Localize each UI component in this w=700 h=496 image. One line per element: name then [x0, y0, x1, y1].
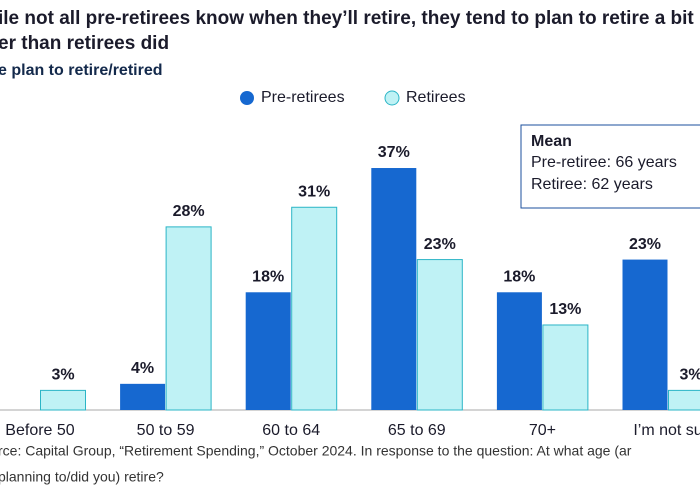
chart-title: er than retirees did	[0, 33, 169, 54]
legend-label: Pre-retirees	[261, 89, 345, 106]
bar	[496, 292, 542, 410]
source: rce: Capital Group, “Retirement Spending…	[0, 443, 632, 459]
annotation-box	[520, 124, 700, 209]
annotation-line: Pre-retiree: 66 years	[531, 154, 677, 171]
data-label: 18%	[503, 268, 535, 285]
bar	[622, 259, 668, 410]
annotation-line: Retiree: 62 years	[531, 176, 653, 193]
x-tick-label: I’m not su	[633, 422, 700, 439]
x-tick-label: Before 50	[5, 422, 74, 439]
data-label: 23%	[629, 236, 661, 253]
data-label: 3%	[51, 367, 74, 384]
bar	[668, 389, 700, 411]
bar	[291, 206, 338, 411]
legend-label: Retirees	[406, 89, 466, 106]
data-label: 18%	[252, 268, 284, 285]
data-label: 28%	[173, 203, 205, 220]
bar	[40, 389, 86, 411]
data-label: 4%	[131, 360, 154, 377]
bar	[165, 226, 212, 411]
data-label: 13%	[549, 301, 581, 318]
bar	[245, 292, 291, 410]
data-label: 37%	[378, 144, 410, 161]
data-label: 31%	[298, 183, 330, 200]
legend-swatch	[384, 90, 400, 106]
data-label: 23%	[424, 236, 456, 253]
bar	[371, 168, 417, 410]
legend-swatch	[240, 91, 254, 105]
source: planning to/did you) retire?	[0, 469, 164, 485]
x-tick-label: 50 to 59	[137, 422, 195, 439]
bar	[542, 324, 589, 411]
bar	[416, 259, 463, 411]
chart-subtitle: e plan to retire/retired	[0, 62, 163, 79]
x-tick-label: 65 to 69	[388, 422, 446, 439]
data-label: 3%	[679, 367, 700, 384]
annotation-heading: Mean	[531, 133, 572, 150]
x-tick-label: 70+	[529, 422, 556, 439]
bar	[120, 383, 166, 410]
x-tick-label: 60 to 64	[262, 422, 320, 439]
chart-title: ile not all pre-retirees know when they’…	[0, 8, 694, 29]
